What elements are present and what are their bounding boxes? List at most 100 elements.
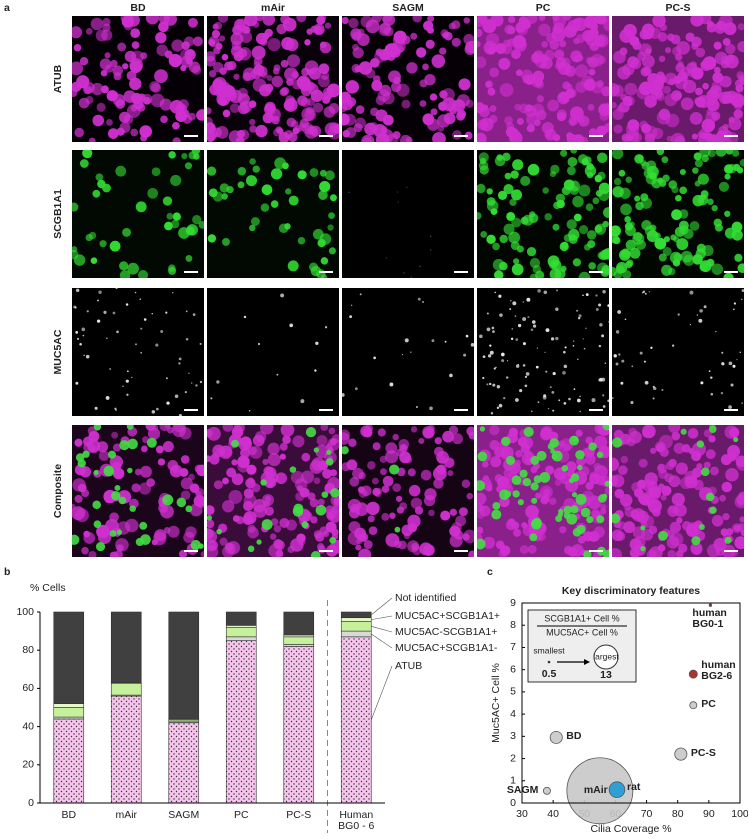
cell-blob bbox=[680, 97, 694, 111]
micrograph bbox=[612, 150, 744, 278]
size-legend-min-value: 0.5 bbox=[542, 668, 557, 680]
cell-blob bbox=[345, 80, 360, 94]
cell-blob bbox=[180, 490, 191, 500]
x-tick-label: 80 bbox=[672, 808, 684, 820]
cell-blob bbox=[103, 465, 115, 477]
cell-blob bbox=[478, 160, 489, 171]
cell-blob bbox=[194, 464, 203, 473]
cell-blob bbox=[486, 485, 493, 492]
cell-blob bbox=[466, 492, 474, 500]
cell-blob bbox=[737, 41, 744, 53]
cell-blob bbox=[422, 300, 425, 304]
cell-blob bbox=[624, 82, 638, 96]
cell-blob bbox=[511, 217, 522, 228]
cell-blob bbox=[512, 159, 524, 171]
cell-blob bbox=[371, 79, 383, 91]
y-tick-label: 0 bbox=[28, 797, 34, 809]
cell-blob bbox=[313, 477, 321, 485]
cell-blob bbox=[127, 438, 138, 450]
cell-blob bbox=[140, 52, 148, 60]
cell-blob bbox=[714, 66, 721, 74]
cell-blob bbox=[352, 47, 364, 59]
y-tick-label: 60 bbox=[22, 682, 34, 694]
cell-blob bbox=[280, 293, 285, 298]
cell-blob bbox=[207, 107, 212, 115]
cell-blob bbox=[462, 533, 470, 541]
cell-blob bbox=[703, 132, 710, 139]
legend-label: MUC5AC+SCGB1A1- bbox=[395, 642, 498, 654]
cell-blob bbox=[112, 311, 116, 315]
cell-blob bbox=[207, 455, 212, 463]
cell-blob bbox=[139, 521, 148, 530]
cell-blob bbox=[731, 150, 740, 157]
cell-blob bbox=[658, 55, 666, 63]
cell-blob bbox=[159, 425, 170, 432]
cell-blob bbox=[623, 521, 636, 534]
cell-blob bbox=[490, 412, 494, 415]
cell-blob bbox=[675, 53, 683, 61]
cell-blob bbox=[646, 549, 657, 557]
cell-blob bbox=[198, 220, 204, 229]
cell-blob bbox=[478, 152, 489, 163]
cell-blob bbox=[706, 22, 717, 33]
cell-blob bbox=[249, 224, 256, 232]
cell-blob bbox=[188, 151, 197, 160]
cell-blob bbox=[582, 338, 584, 340]
cell-blob bbox=[578, 271, 591, 278]
cell-blob bbox=[168, 53, 183, 68]
cell-blob bbox=[252, 165, 260, 173]
cell-blob bbox=[126, 70, 137, 81]
cell-blob bbox=[648, 525, 658, 535]
cell-blob bbox=[301, 521, 309, 529]
cell-blob bbox=[521, 437, 534, 449]
cell-blob bbox=[165, 377, 168, 380]
cell-blob bbox=[585, 481, 594, 491]
cell-blob bbox=[652, 397, 655, 400]
cell-blob bbox=[100, 69, 108, 77]
cell-blob bbox=[279, 442, 288, 451]
column-label: BD bbox=[130, 2, 146, 14]
cell-blob bbox=[641, 291, 644, 294]
cell-blob bbox=[385, 450, 399, 464]
cell-blob bbox=[479, 117, 494, 132]
cell-blob bbox=[260, 203, 270, 212]
cell-blob bbox=[691, 133, 698, 140]
cell-blob bbox=[563, 24, 577, 38]
cell-blob bbox=[355, 105, 365, 114]
cell-blob bbox=[280, 59, 289, 68]
cell-blob bbox=[484, 80, 494, 89]
cell-blob bbox=[329, 536, 337, 544]
cell-blob bbox=[207, 51, 216, 62]
cell-blob bbox=[505, 455, 516, 465]
cell-blob bbox=[278, 223, 289, 234]
cell-blob bbox=[586, 230, 597, 240]
cell-blob bbox=[313, 102, 324, 113]
cell-blob bbox=[741, 298, 743, 300]
cell-blob bbox=[508, 427, 519, 437]
cell-blob bbox=[522, 317, 527, 321]
x-tick-label: Human BG0 - 6 bbox=[338, 809, 375, 832]
cell-blob bbox=[267, 442, 280, 456]
cell-blob bbox=[644, 380, 649, 385]
y-tick-label: 80 bbox=[22, 644, 34, 656]
cell-blob bbox=[671, 431, 681, 441]
cell-blob bbox=[696, 440, 705, 448]
cell-blob bbox=[490, 16, 504, 27]
cell-blob bbox=[551, 453, 558, 460]
cell-blob bbox=[261, 184, 273, 196]
cell-blob bbox=[631, 365, 634, 368]
cell-blob bbox=[678, 543, 688, 553]
cell-blob bbox=[515, 69, 523, 77]
cell-blob bbox=[420, 469, 432, 481]
cell-blob bbox=[422, 425, 435, 439]
cell-blob bbox=[588, 442, 597, 451]
cell-blob bbox=[531, 320, 536, 324]
cell-blob bbox=[707, 198, 714, 206]
cell-blob bbox=[449, 373, 453, 378]
cell-blob bbox=[178, 357, 182, 361]
column-label: mAir bbox=[261, 2, 285, 14]
cell-blob bbox=[167, 459, 179, 471]
cell-blob bbox=[373, 356, 376, 360]
cell-blob bbox=[260, 71, 268, 79]
